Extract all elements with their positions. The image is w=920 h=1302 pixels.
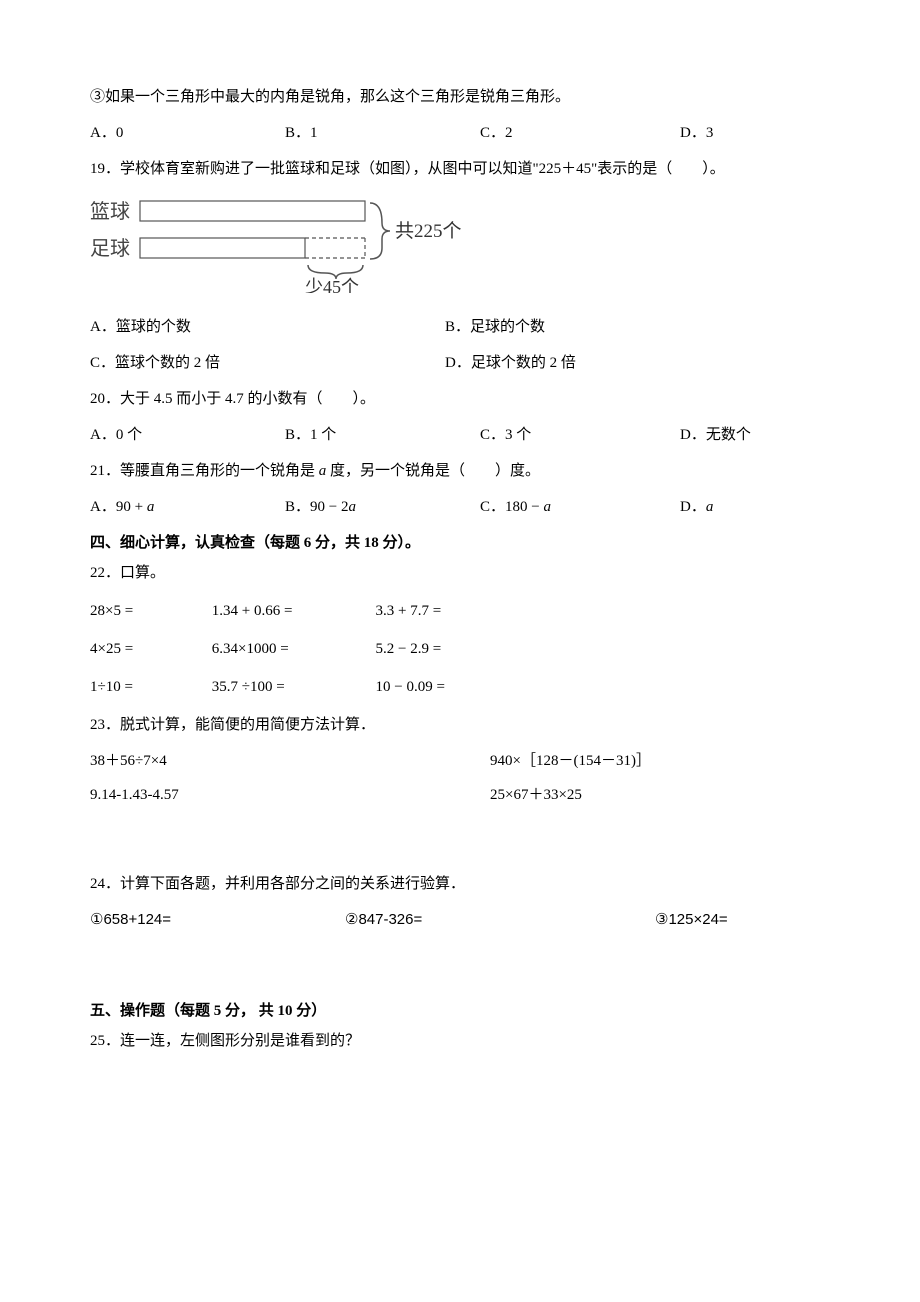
q19-option-d: D．足球个数的 2 倍 — [445, 351, 576, 375]
q24-item-a: ①658+124= — [90, 908, 345, 932]
q23-r1-left: 38＋56÷7×4 — [90, 749, 490, 773]
tape-diagram: 篮球 足球 共225个 少45个 — [90, 193, 510, 293]
q20-text: 20．大于 4.5 而小于 4.7 的小数有（ ）。 — [90, 387, 830, 411]
q19-option-c: C．篮球个数的 2 倍 — [90, 351, 445, 375]
football-bar — [140, 238, 305, 258]
brace-total — [370, 203, 390, 259]
q20-options: A．0 个 B．1 个 C．3 个 D．无数个 — [90, 423, 830, 447]
q21-d-expr: a — [706, 499, 714, 515]
q19-diagram: 篮球 足球 共225个 少45个 — [90, 193, 830, 301]
q22-r3-c: 10 − 0.09 = — [376, 675, 445, 699]
q22-r2-a: 4×25 = — [90, 637, 208, 661]
option-d: D．3 — [680, 121, 713, 145]
q-pre-options: A．0 B．1 C．2 D．3 — [90, 121, 830, 145]
section4-title: 四、细心计算，认真检查（每题 6 分，共 18 分）。 — [90, 531, 830, 555]
q23-text: 23．脱式计算，能简便的用简便方法计算． — [90, 713, 830, 737]
q22-row3: 1÷10 = 35.7 ÷100 = 10 − 0.09 = — [90, 675, 830, 699]
q19-options-row1: A．篮球的个数 B．足球的个数 — [90, 315, 830, 339]
q21-option-a: A．90 + a — [90, 495, 285, 519]
q20-option-b: B．1 个 — [285, 423, 480, 447]
q20-option-a: A．0 个 — [90, 423, 285, 447]
q23-r2-right: 25×67＋33×25 — [490, 783, 582, 807]
q21-b-expr: 90 − 2a — [310, 499, 356, 515]
q19-options-row2: C．篮球个数的 2 倍 D．足球个数的 2 倍 — [90, 351, 830, 375]
q21-option-d: D．a — [680, 495, 713, 519]
option-c: C．2 — [480, 121, 680, 145]
q19-option-b: B．足球的个数 — [445, 315, 545, 339]
q19-option-a: A．篮球的个数 — [90, 315, 445, 339]
q23-row1: 38＋56÷7×4 940×［128－(154－31)］ — [90, 749, 830, 773]
q21-option-c: C．180 − a — [480, 495, 680, 519]
q21-text-mid: 度，另一个锐角是（ ）度。 — [326, 463, 540, 479]
q20-option-d: D．无数个 — [680, 423, 751, 447]
q22-r3-b: 35.7 ÷100 = — [212, 675, 372, 699]
q24-item-c: ③125×24= — [655, 908, 728, 932]
q21-d-pre: D． — [680, 499, 706, 515]
q24-item-b: ②847-326= — [345, 908, 655, 932]
total-label: 共225个 — [395, 220, 462, 242]
basketball-label: 篮球 — [90, 200, 130, 223]
q22-row1: 28×5 = 1.34 + 0.66 = 3.3 + 7.7 = — [90, 599, 830, 623]
q21-options: A．90 + a B．90 − 2a C．180 − a D．a — [90, 495, 830, 519]
statement-3: ③如果一个三角形中最大的内角是锐角，那么这个三角形是锐角三角形。 — [90, 85, 830, 109]
less-label: 少45个 — [305, 277, 359, 293]
q21-text: 21．等腰直角三角形的一个锐角是 a 度，另一个锐角是（ ）度。 — [90, 459, 830, 483]
q21-option-b: B．90 − 2a — [285, 495, 480, 519]
q24-text: 24．计算下面各题，并利用各部分之间的关系进行验算． — [90, 872, 830, 896]
q21-text-pre: 21．等腰直角三角形的一个锐角是 — [90, 463, 319, 479]
q22-row2: 4×25 = 6.34×1000 = 5.2 − 2.9 = — [90, 637, 830, 661]
football-label: 足球 — [90, 237, 130, 260]
q22-r1-a: 28×5 = — [90, 599, 208, 623]
q24-items: ①658+124= ②847-326= ③125×24= — [90, 908, 830, 932]
q23-row2: 9.14-1.43-4.57 25×67＋33×25 — [90, 783, 830, 807]
q22-r3-a: 1÷10 = — [90, 675, 208, 699]
q20-option-c: C．3 个 — [480, 423, 680, 447]
q22-r1-c: 3.3 + 7.7 = — [376, 599, 442, 623]
q21-c-pre: C． — [480, 499, 505, 515]
basketball-bar — [140, 201, 365, 221]
q23-r1-right: 940×［128－(154－31)］ — [490, 749, 651, 773]
q19-text: 19．学校体育室新购进了一批篮球和足球（如图），从图中可以知道"225＋45"表… — [90, 157, 830, 181]
q22-r2-c: 5.2 − 2.9 = — [376, 637, 442, 661]
q21-a-expr: 90 + a — [116, 499, 154, 515]
q22-r2-b: 6.34×1000 = — [212, 637, 372, 661]
section5-title: 五、操作题（每题 5 分， 共 10 分） — [90, 999, 830, 1023]
q22-text: 22．口算。 — [90, 561, 830, 585]
q21-a-pre: A． — [90, 499, 116, 515]
q22-r1-b: 1.34 + 0.66 = — [212, 599, 372, 623]
option-b: B．1 — [285, 121, 480, 145]
q23-r2-left: 9.14-1.43-4.57 — [90, 783, 490, 807]
q21-c-expr: 180 − a — [505, 499, 551, 515]
q21-b-pre: B． — [285, 499, 310, 515]
option-a: A．0 — [90, 121, 285, 145]
q25-text: 25．连一连，左侧图形分别是谁看到的？ — [90, 1029, 830, 1053]
